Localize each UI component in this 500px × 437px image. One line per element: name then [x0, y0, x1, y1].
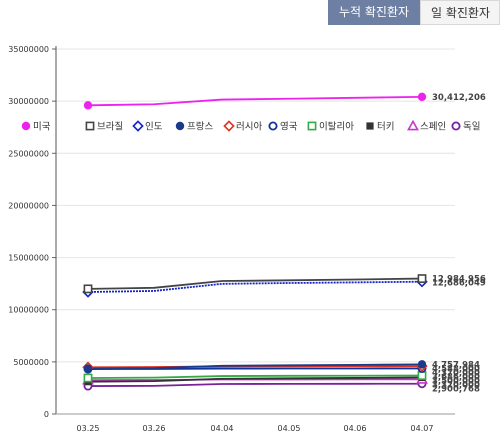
legend-marker [85, 121, 95, 131]
data-label: 12,984,956 [432, 275, 486, 285]
data-label: 4,588,000 [432, 364, 480, 374]
tab-daily-cases[interactable]: 일 확진환자 [420, 0, 500, 25]
series-marker [417, 92, 427, 102]
data-label: 4,757,984 [432, 360, 480, 370]
series-marker [83, 364, 93, 373]
series-marker [83, 373, 93, 383]
y-tick-label: 25000000 [8, 149, 49, 158]
legend-marker [21, 121, 31, 131]
data-label: 2,900,768 [432, 384, 480, 394]
legend-marker [175, 121, 185, 131]
legend-label: 터키 [377, 122, 394, 133]
x-tick-label: 03.25 [77, 424, 100, 433]
series-line-9 [87, 378, 423, 382]
legend-marker [307, 121, 317, 131]
x-tick-label: 04.05 [278, 424, 301, 433]
y-tick-label: 35000000 [8, 45, 49, 54]
legend-label: 미국 [33, 122, 51, 133]
data-label: 3,500,000 [432, 376, 480, 386]
data-label: 4,370,000 [432, 368, 480, 378]
series-line-3 [87, 280, 423, 293]
legend-label: 영국 [280, 122, 298, 133]
series-marker [417, 360, 427, 369]
tab-cumulative-cases[interactable]: 누적 확진환자 [328, 0, 420, 25]
y-tick-label: 5000000 [13, 358, 49, 367]
tab-bar: 누적 확진환자 일 확진환자 [328, 0, 500, 25]
series-line-8 [87, 376, 423, 383]
data-label: 3,320,000 [432, 380, 480, 390]
x-tick-label: 04.06 [344, 424, 367, 433]
legend-marker [451, 121, 461, 131]
legend-marker [407, 119, 419, 131]
x-tick-label: 04.04 [211, 424, 234, 433]
series-line-7 [87, 374, 423, 379]
legend-marker [268, 121, 278, 131]
y-tick-label: 30000000 [8, 97, 49, 106]
legend-marker [132, 120, 144, 132]
series-marker [417, 274, 427, 283]
x-tick-label: 04.07 [411, 424, 434, 433]
x-tick-label: 03.26 [143, 424, 166, 433]
data-label: 30,412,206 [432, 93, 486, 103]
y-tick-label: 10000000 [8, 306, 49, 315]
series-line-10 [87, 382, 423, 387]
series-marker [83, 101, 93, 110]
y-tick-label: 20000000 [8, 201, 49, 210]
series-marker [417, 371, 427, 380]
legend-label: 브라질 [97, 121, 123, 133]
series-line-1 [87, 95, 423, 107]
y-tick-label: 15000000 [8, 254, 49, 263]
legend-label: 러시아 [236, 122, 262, 133]
series-marker [83, 284, 93, 294]
legend-marker [366, 122, 374, 130]
legend-label: 인도 [145, 122, 163, 133]
data-label: 12,686,049 [432, 279, 486, 289]
series-line-4 [87, 363, 423, 370]
legend-label: 독일 [463, 122, 480, 133]
data-label: 3,686,000 [432, 372, 480, 382]
legend-marker [223, 120, 235, 132]
legend-label: 프랑스 [187, 121, 213, 133]
y-tick-label: 0 [44, 410, 49, 419]
legend-label: 스페인 [420, 122, 446, 133]
legend-label: 이탈리아 [319, 121, 354, 133]
series-line-2 [87, 277, 423, 290]
